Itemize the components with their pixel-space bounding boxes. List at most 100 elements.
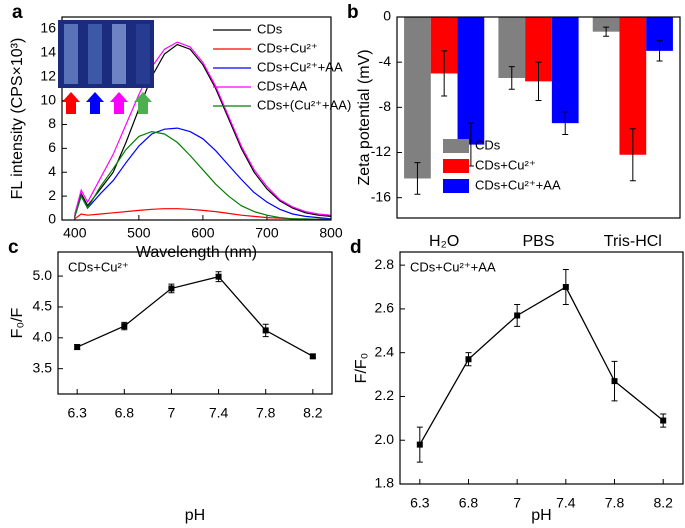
tube: [88, 24, 102, 84]
bar: [551, 17, 579, 124]
y-tick-label: 16: [40, 20, 56, 36]
x-tick-label: 7.8: [256, 405, 276, 421]
x-tick-label: 7.8: [605, 495, 625, 511]
y-axis-label: F₀/F: [9, 307, 26, 338]
marker: [611, 378, 618, 385]
annotation: CDs+Cu²⁺: [68, 259, 129, 274]
legend-label: CDs+AA: [257, 78, 308, 93]
error-bar: [535, 61, 542, 102]
error-bar: [414, 162, 421, 195]
plot-frame: [399, 251, 684, 485]
y-tick-label: 2.6: [375, 300, 395, 316]
x-tick-label: 400: [63, 225, 87, 241]
x-tick-label: 7.4: [209, 405, 229, 421]
plot-frame: [396, 16, 681, 219]
y-axis-label: F/F₀: [353, 353, 370, 384]
tube: [112, 24, 126, 84]
y-tick-label: 4: [48, 163, 56, 179]
marker: [215, 273, 222, 280]
error-bar: [629, 128, 636, 182]
y-tick-label: 3.5: [33, 359, 53, 375]
spectrum-line: [74, 43, 332, 217]
y-tick-label: -16: [371, 188, 391, 204]
legend-label: CDs+Cu²⁺: [475, 157, 536, 172]
tube: [64, 24, 78, 84]
tube: [136, 24, 150, 84]
y-tick-label: 2.2: [375, 387, 395, 403]
x-tick-label: 500: [127, 225, 151, 241]
x-tick-label: 7: [168, 405, 176, 421]
marker: [74, 344, 81, 351]
annotation: CDs+Cu²⁺+AA: [410, 259, 496, 274]
marker: [660, 417, 667, 424]
spectrum-line: [74, 127, 332, 220]
x-tick-label: 800: [319, 225, 343, 241]
x-tick-label: 7: [513, 495, 521, 511]
legend-label: CDs: [475, 137, 501, 152]
legend-label: CDs+Cu²⁺+AA: [475, 177, 561, 192]
y-tick-label: -8: [379, 98, 392, 114]
y-tick-label: 1.8: [375, 475, 395, 491]
y-tick-label: -4: [379, 53, 392, 69]
marker: [562, 284, 569, 291]
legend-label: CDs+(Cu²⁺+AA): [257, 97, 351, 112]
y-tick-label: 14: [40, 44, 56, 60]
y-tick-label: 0: [383, 8, 391, 24]
y-tick-label: -12: [371, 143, 391, 159]
x-tick-label: PBS: [522, 233, 554, 250]
arrow: [110, 92, 128, 114]
spectrum-line: [74, 130, 331, 220]
y-tick-label: 2: [48, 187, 56, 203]
error-bar: [656, 40, 663, 62]
error-bar: [562, 111, 569, 135]
inset-photo: [58, 20, 154, 114]
x-tick-label: 6.3: [410, 495, 430, 511]
x-tick-label: 7.4: [556, 495, 576, 511]
y-tick-label: 4.0: [33, 329, 53, 345]
marker: [416, 441, 423, 448]
y-tick-label: 0: [48, 211, 56, 227]
panel-label: d: [350, 237, 362, 258]
legend-swatch: [443, 179, 469, 193]
x-tick-label: 600: [191, 225, 215, 241]
x-axis-label: pH: [185, 507, 205, 524]
x-tick-label: H₂O: [429, 233, 459, 250]
arrow: [62, 92, 80, 114]
bar: [592, 17, 620, 32]
y-tick-label: 5.0: [33, 267, 53, 283]
legend-label: CDs: [257, 21, 283, 36]
arrow: [134, 92, 152, 114]
arrow: [86, 92, 104, 114]
x-tick-label: 8.2: [653, 495, 673, 511]
x-axis-label: pH: [531, 507, 551, 524]
x-axis-label: Wavelength (nm): [136, 244, 257, 261]
panel-label: c: [8, 237, 19, 258]
x-tick-label: 6.8: [115, 405, 135, 421]
x-tick-label: 8.2: [303, 405, 323, 421]
error-bar: [441, 50, 448, 97]
y-tick-label: 12: [40, 67, 56, 83]
y-tick-label: 2.8: [375, 256, 395, 272]
y-tick-label: 6: [48, 139, 56, 155]
legend-swatch: [443, 139, 469, 153]
marker: [514, 312, 521, 319]
marker: [121, 323, 128, 330]
y-axis-label: FL intensity (CPS×10³): [9, 38, 26, 200]
marker: [465, 356, 472, 363]
y-tick-label: 2.4: [375, 343, 395, 359]
marker: [309, 353, 316, 360]
legend-swatch: [443, 159, 469, 173]
bar: [404, 17, 431, 179]
y-tick-label: 4.5: [33, 298, 53, 314]
legend-label: CDs+Cu²⁺: [257, 40, 318, 55]
plot-frame: [57, 251, 333, 395]
data-line: [419, 286, 664, 445]
y-tick-label: 10: [40, 91, 56, 107]
marker: [262, 327, 269, 334]
panel-label: b: [347, 2, 359, 23]
y-tick-label: 2.0: [375, 431, 395, 447]
y-tick-label: 8: [48, 115, 56, 131]
marker: [168, 285, 175, 292]
x-tick-label: 6.3: [67, 405, 87, 421]
